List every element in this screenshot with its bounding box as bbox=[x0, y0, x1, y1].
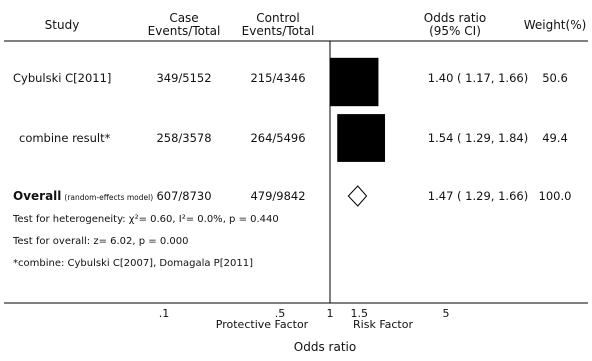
heterogeneity-note: Test for heterogeneity: χ²= 0.60, I²= 0.… bbox=[12, 214, 279, 225]
x-axis-title: Odds ratio bbox=[294, 340, 356, 354]
x-tick-label: .1 bbox=[159, 307, 170, 320]
control-events: 264/5496 bbox=[250, 131, 305, 145]
protective-factor-label: Protective Factor bbox=[216, 318, 309, 331]
weight-value: 49.4 bbox=[542, 131, 568, 145]
header-case: Case bbox=[169, 11, 198, 25]
overall-diamond bbox=[347, 185, 368, 207]
x-tick-label: 1 bbox=[327, 307, 334, 320]
header-control-events: Events/Total bbox=[242, 24, 315, 38]
overall-label-line: Overall (random-effects model) bbox=[13, 189, 153, 203]
study-weight-square bbox=[330, 57, 379, 107]
odds-ratio-ci: 1.54 ( 1.29, 1.84) bbox=[428, 131, 528, 145]
header-study: Study bbox=[45, 18, 80, 32]
x-tick-label: .5 bbox=[275, 307, 286, 320]
study-weight-square bbox=[337, 114, 386, 162]
overall-model: (random-effects model) bbox=[64, 193, 153, 202]
x-tick-label: 1.5 bbox=[350, 307, 368, 320]
odds-ratio-ci: 1.40 ( 1.17, 1.66) bbox=[428, 71, 528, 85]
overall-label: Overall bbox=[13, 189, 61, 203]
overall-test-note: Test for overall: z= 6.02, p = 0.000 bbox=[12, 236, 188, 247]
case-events: 349/5152 bbox=[156, 71, 211, 85]
header-weight: Weight(%) bbox=[524, 18, 587, 32]
header-odds-ratio: Odds ratio bbox=[424, 11, 486, 25]
overall-case-events: 607/8730 bbox=[156, 189, 211, 203]
study-name: Cybulski C[2011] bbox=[13, 71, 111, 85]
weight-value: 50.6 bbox=[542, 71, 568, 85]
overall-control-events: 479/9842 bbox=[250, 189, 305, 203]
overall-weight: 100.0 bbox=[539, 189, 572, 203]
control-events: 215/4346 bbox=[250, 71, 305, 85]
header-case-events: Events/Total bbox=[148, 24, 221, 38]
x-tick-label: 5 bbox=[443, 307, 450, 320]
case-events: 258/3578 bbox=[156, 131, 211, 145]
study-markers bbox=[330, 57, 386, 207]
risk-factor-label: Risk Factor bbox=[353, 318, 413, 331]
overall-odds-ratio-ci: 1.47 ( 1.29, 1.66) bbox=[428, 189, 528, 203]
combine-note: *combine: Cybulski C[2007], Domagala P[2… bbox=[13, 258, 253, 269]
header-ci: (95% CI) bbox=[429, 24, 481, 38]
x-axis-ticks: .1 .5 1 1.5 5 bbox=[159, 307, 450, 320]
study-name: combine result* bbox=[19, 131, 111, 145]
header-control: Control bbox=[256, 11, 299, 25]
